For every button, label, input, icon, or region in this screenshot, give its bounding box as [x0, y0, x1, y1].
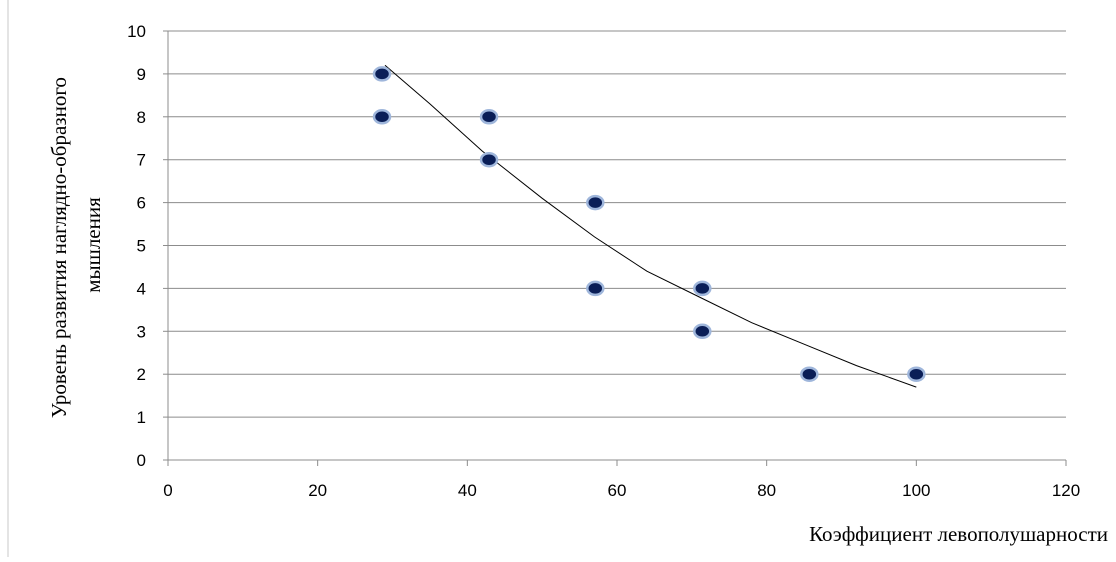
data-point — [693, 280, 712, 297]
x-tick-label: 80 — [757, 481, 776, 500]
data-point — [586, 194, 605, 211]
y-tick-label: 0 — [137, 451, 146, 470]
y-tick-labels: 0 1 2 3 4 5 6 7 8 9 10 — [127, 22, 146, 470]
y-axis-label: Уровень развития наглядно-образного мышл… — [47, 72, 105, 418]
x-axis-label: Коэффициент левополушарности — [809, 522, 1108, 546]
y-tick-label: 10 — [127, 22, 146, 41]
data-point — [372, 66, 392, 82]
y-tick-label: 6 — [137, 194, 146, 213]
y-tick-label: 1 — [137, 408, 146, 427]
data-point — [479, 151, 499, 168]
data-points — [372, 66, 926, 382]
y-tick-label: 9 — [137, 65, 146, 84]
x-tick-label: 60 — [608, 481, 627, 500]
y-tick-label: 8 — [137, 108, 146, 127]
axis-labels: Коэффициент левополушарности Уровень раз… — [47, 72, 1108, 546]
data-point — [479, 109, 499, 125]
data-point — [372, 109, 392, 125]
y-tick-label: 7 — [137, 151, 146, 170]
x-tick-label: 100 — [902, 481, 930, 500]
x-tick-label: 40 — [458, 481, 477, 500]
trendline — [384, 64, 917, 388]
gridlines — [168, 30, 1066, 418]
data-point — [907, 366, 926, 382]
x-tick-label: 120 — [1052, 481, 1080, 500]
y-tick-label: 3 — [137, 322, 146, 341]
y-tick-label: 2 — [137, 365, 146, 384]
axes — [163, 30, 1067, 466]
y-tick-label: 4 — [137, 279, 146, 298]
trendline-group — [384, 64, 917, 388]
y-tick-label: 5 — [137, 237, 146, 256]
data-point — [693, 323, 712, 340]
data-point — [586, 280, 605, 297]
x-tick-label: 0 — [163, 481, 172, 500]
x-tick-labels: 0 20 40 60 80 100 120 — [163, 481, 1080, 500]
y-axis-label-line-2: мышления — [81, 197, 105, 293]
y-axis-label-line-1: Уровень развития наглядно-образного — [47, 77, 71, 418]
x-tick-label: 20 — [308, 481, 327, 500]
data-point — [800, 366, 819, 382]
